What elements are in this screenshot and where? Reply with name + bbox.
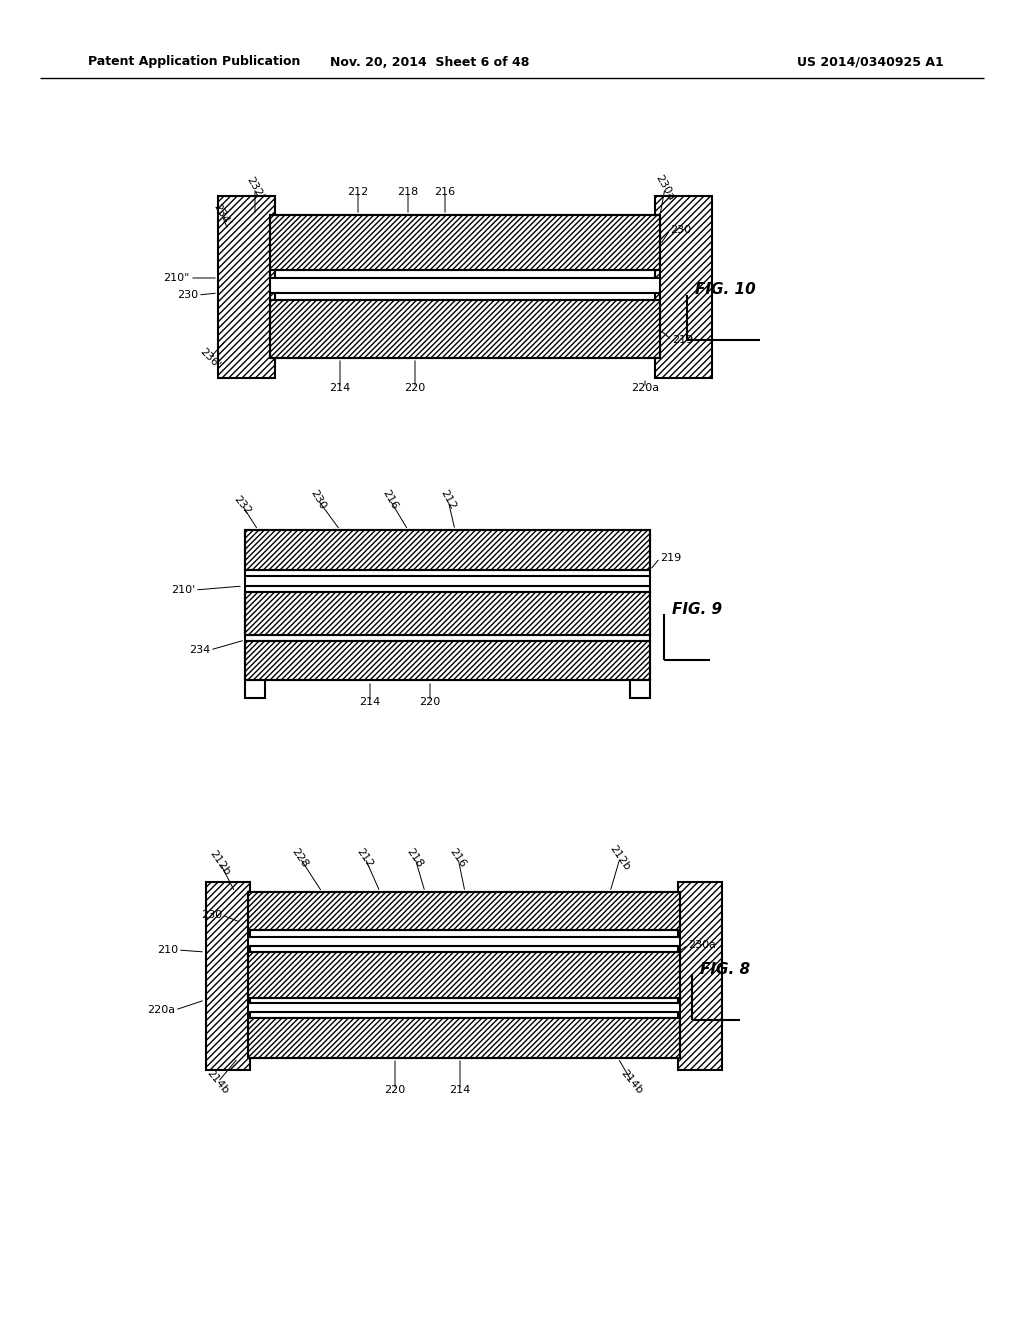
Bar — [245, 576, 650, 586]
Text: 214b: 214b — [620, 1068, 645, 1096]
Text: 220a: 220a — [631, 383, 659, 393]
Text: 212: 212 — [347, 187, 369, 197]
Text: 220: 220 — [384, 1085, 406, 1096]
Text: 228: 228 — [290, 846, 310, 870]
Text: 236: 236 — [630, 686, 650, 697]
Text: FIG. 10: FIG. 10 — [695, 282, 756, 297]
Text: FIG. 8: FIG. 8 — [700, 962, 751, 978]
Bar — [245, 642, 650, 680]
Text: 230: 230 — [308, 488, 328, 512]
Bar — [248, 1018, 680, 1059]
Text: 219: 219 — [672, 335, 693, 345]
Text: 216: 216 — [447, 846, 468, 870]
Text: Nov. 20, 2014  Sheet 6 of 48: Nov. 20, 2014 Sheet 6 of 48 — [331, 55, 529, 69]
Bar — [248, 892, 680, 931]
Text: 210: 210 — [157, 945, 178, 954]
Bar — [245, 680, 265, 698]
Text: 220a: 220a — [146, 1005, 175, 1015]
Text: 210": 210" — [164, 273, 190, 282]
Bar — [248, 1003, 680, 1012]
Text: 212: 212 — [354, 846, 375, 870]
Text: Patent Application Publication: Patent Application Publication — [88, 55, 300, 69]
Text: 214b: 214b — [205, 1068, 230, 1096]
Text: 230: 230 — [177, 290, 198, 300]
Text: 230a: 230a — [653, 173, 676, 203]
Text: 218: 218 — [397, 187, 419, 197]
Text: US 2014/0340925 A1: US 2014/0340925 A1 — [797, 55, 943, 69]
Bar — [248, 952, 680, 998]
Text: 234: 234 — [188, 645, 210, 655]
Text: 212b: 212b — [608, 843, 632, 873]
Text: 232': 232' — [245, 176, 265, 201]
Bar — [245, 591, 650, 635]
Text: 230: 230 — [201, 909, 222, 920]
Text: 230: 230 — [670, 224, 691, 235]
Text: 214: 214 — [450, 1085, 471, 1096]
Bar — [206, 882, 250, 1071]
Text: 212b: 212b — [208, 849, 232, 878]
Text: 234': 234' — [212, 202, 232, 228]
Text: 214: 214 — [359, 697, 381, 708]
Text: FIG. 9: FIG. 9 — [672, 602, 722, 618]
Text: 219: 219 — [660, 553, 681, 564]
Text: 214: 214 — [330, 383, 350, 393]
Text: 218: 218 — [404, 846, 425, 870]
Text: 216: 216 — [380, 488, 399, 512]
Bar — [270, 300, 660, 358]
Bar — [270, 279, 660, 293]
Bar — [630, 680, 650, 698]
Text: 236': 236' — [198, 346, 222, 370]
Text: 230a: 230a — [688, 940, 716, 950]
Text: 212: 212 — [438, 488, 458, 512]
Bar — [245, 531, 650, 570]
Bar — [270, 215, 660, 271]
Text: 210': 210' — [171, 585, 195, 595]
Bar — [218, 195, 275, 378]
Bar — [248, 937, 680, 946]
Bar — [655, 195, 712, 378]
Text: 232: 232 — [231, 494, 253, 516]
Bar — [678, 882, 722, 1071]
Text: 220: 220 — [420, 697, 440, 708]
Text: 220: 220 — [404, 383, 426, 393]
Text: 216: 216 — [434, 187, 456, 197]
